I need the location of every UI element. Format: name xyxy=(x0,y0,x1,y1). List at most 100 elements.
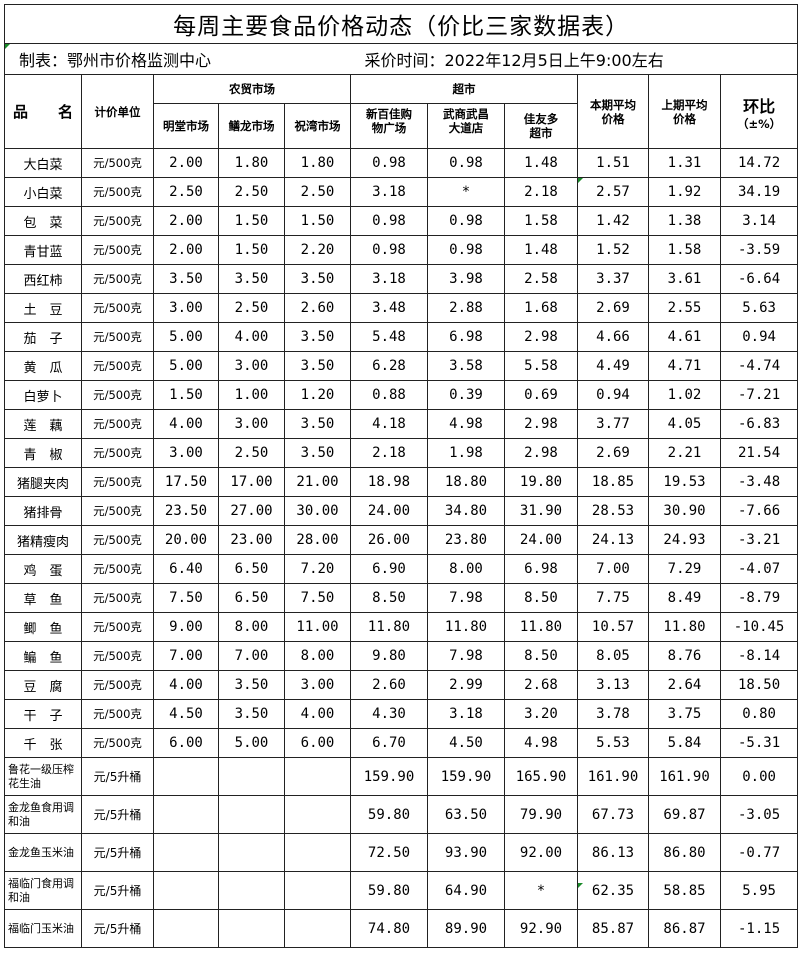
price-cell: 0.88 xyxy=(350,380,428,410)
header-xinbaijia: 新百佳购物广场 xyxy=(350,103,428,149)
price-cell: 0.98 xyxy=(427,206,505,236)
price-cell: 8.49 xyxy=(648,583,721,613)
price-cell: 6.50 xyxy=(218,583,285,613)
price-cell: 23.50 xyxy=(153,496,219,526)
price-cell: 1.02 xyxy=(648,380,721,410)
price-cell: 3.18 xyxy=(350,264,428,294)
price-cell: 20.00 xyxy=(153,525,219,555)
price-cell: 1.48 xyxy=(504,148,578,178)
table-row: 千 张元/500克 6.00 5.00 6.00 6.70 4.50 4.98 5.53 5.8… xyxy=(4,728,799,758)
price-cell xyxy=(284,795,351,834)
price-cell: -3.21 xyxy=(719,525,799,555)
price-cell: 23.80 xyxy=(427,525,505,555)
price-cell: 26.00 xyxy=(350,525,428,555)
price-cell: 3.75 xyxy=(648,699,721,729)
price-cell: 11.00 xyxy=(284,612,351,642)
item-unit: 元/500克 xyxy=(81,554,154,584)
price-cell: 18.50 xyxy=(719,670,799,700)
price-cell: -0.77 xyxy=(719,833,799,872)
price-cell: 1.80 xyxy=(284,148,351,178)
price-cell: 14.72 xyxy=(719,148,799,178)
item-name: 包 菜 xyxy=(4,206,82,236)
price-cell: 7.50 xyxy=(284,583,351,613)
price-cell: 7.50 xyxy=(153,583,219,613)
price-cell: 3.50 xyxy=(284,438,351,468)
item-unit: 元/500克 xyxy=(81,293,154,323)
price-cell: 34.19 xyxy=(719,177,799,207)
price-cell: 2.99 xyxy=(427,670,505,700)
price-cell xyxy=(153,833,219,872)
price-cell: -3.59 xyxy=(719,235,799,265)
price-cell: 4.30 xyxy=(350,699,428,729)
price-cell: 6.90 xyxy=(350,554,428,584)
price-cell: 1.50 xyxy=(284,206,351,236)
header-shanlong: 鳝龙市场 xyxy=(218,103,285,149)
price-cell: 0.69 xyxy=(504,380,578,410)
price-cell xyxy=(153,909,219,948)
table-row: 西红柿 元/500克 3.50 3.50 3.50 3.18 3.98 2.58 3.37 3.6… xyxy=(4,264,799,294)
table-row: 莲 藕元/500克 4.00 3.00 3.50 4.18 4.98 2.98 3.77 4.0… xyxy=(4,409,799,439)
oil-row: 金龙鱼食用调和油 元/5升桶 59.80 63.50 79.90 67.73 69.87 -3… xyxy=(4,795,799,834)
price-cell: 2.60 xyxy=(350,670,428,700)
table-row: 草 鱼元/500克 7.50 6.50 7.50 8.50 7.98 8.50 7.75 8.4… xyxy=(4,583,799,613)
price-cell: 8.50 xyxy=(504,583,578,613)
price-cell: 4.00 xyxy=(153,409,219,439)
price-cell: 2.18 xyxy=(504,177,578,207)
price-cell: 2.88 xyxy=(427,293,505,323)
item-unit: 元/500克 xyxy=(81,438,154,468)
price-cell: 9.80 xyxy=(350,641,428,671)
item-name: 金龙鱼食用调和油 xyxy=(4,795,82,834)
cell-comment-marker xyxy=(5,44,10,49)
header-previous-avg: 上期平均价格 xyxy=(648,74,721,149)
item-unit: 元/500克 xyxy=(81,177,154,207)
price-cell: -6.64 xyxy=(719,264,799,294)
price-cell: 0.98 xyxy=(427,235,505,265)
price-cell: 3.50 xyxy=(218,264,285,294)
price-cell: -3.05 xyxy=(719,795,799,834)
price-cell: 18.85 xyxy=(577,467,649,497)
price-cell xyxy=(218,833,285,872)
table-row: 小白菜 元/500克 2.50 2.50 2.50 3.18 * 2.18 2.57 1.92 34… xyxy=(4,177,799,207)
price-cell: 28.53 xyxy=(577,496,649,526)
table-row: 包 菜元/500克 2.00 1.50 1.50 0.98 0.98 1.58 1.42 1.3… xyxy=(4,206,799,236)
price-cell xyxy=(218,795,285,834)
header-wushang: 武商武昌大道店 xyxy=(427,103,505,149)
item-name: 鲫 鱼 xyxy=(4,612,82,642)
price-cell xyxy=(284,909,351,948)
price-cell: 2.20 xyxy=(284,235,351,265)
price-cell: 3.50 xyxy=(153,264,219,294)
item-name: 白萝卜 xyxy=(4,380,82,410)
price-cell: 3.50 xyxy=(284,351,351,381)
price-cell: 4.71 xyxy=(648,351,721,381)
item-unit: 元/5升桶 xyxy=(81,757,154,796)
price-table: 每周主要食品价格动态（价比三家数据表） 制表：鄂州市价格监测中心 采价时间：20… xyxy=(3,4,799,948)
table-row: 青甘蓝 元/500克 2.00 1.50 2.20 0.98 0.98 1.48 1.52 1.5… xyxy=(4,235,799,265)
price-cell: 1.58 xyxy=(648,235,721,265)
price-cell: 3.18 xyxy=(427,699,505,729)
price-cell: 72.50 xyxy=(350,833,428,872)
price-cell: 6.28 xyxy=(350,351,428,381)
price-cell: 3.50 xyxy=(218,699,285,729)
price-cell: 2.50 xyxy=(153,177,219,207)
price-cell: 23.00 xyxy=(218,525,285,555)
price-cell: -4.07 xyxy=(719,554,799,584)
price-cell: 6.98 xyxy=(427,322,505,352)
table-row: 青 椒元/500克 3.00 2.50 3.50 2.18 1.98 2.98 2.69 2.2… xyxy=(4,438,799,468)
price-cell: 5.00 xyxy=(153,322,219,352)
price-cell: -7.66 xyxy=(719,496,799,526)
price-cell: 2.50 xyxy=(218,177,285,207)
price-cell: 6.70 xyxy=(350,728,428,758)
price-cell: 2.00 xyxy=(153,148,219,178)
price-cell: 2.00 xyxy=(153,206,219,236)
item-name: 千 张 xyxy=(4,728,82,758)
item-name: 猪排骨 xyxy=(4,496,82,526)
price-cell: 1.50 xyxy=(153,380,219,410)
price-cell: 9.00 xyxy=(153,612,219,642)
price-cell: 0.00 xyxy=(719,757,799,796)
item-name: 猪精瘦肉 xyxy=(4,525,82,555)
price-cell: -8.14 xyxy=(719,641,799,671)
price-cell xyxy=(153,757,219,796)
price-cell: 6.40 xyxy=(153,554,219,584)
price-cell: 8.05 xyxy=(577,641,649,671)
price-cell: 7.75 xyxy=(577,583,649,613)
